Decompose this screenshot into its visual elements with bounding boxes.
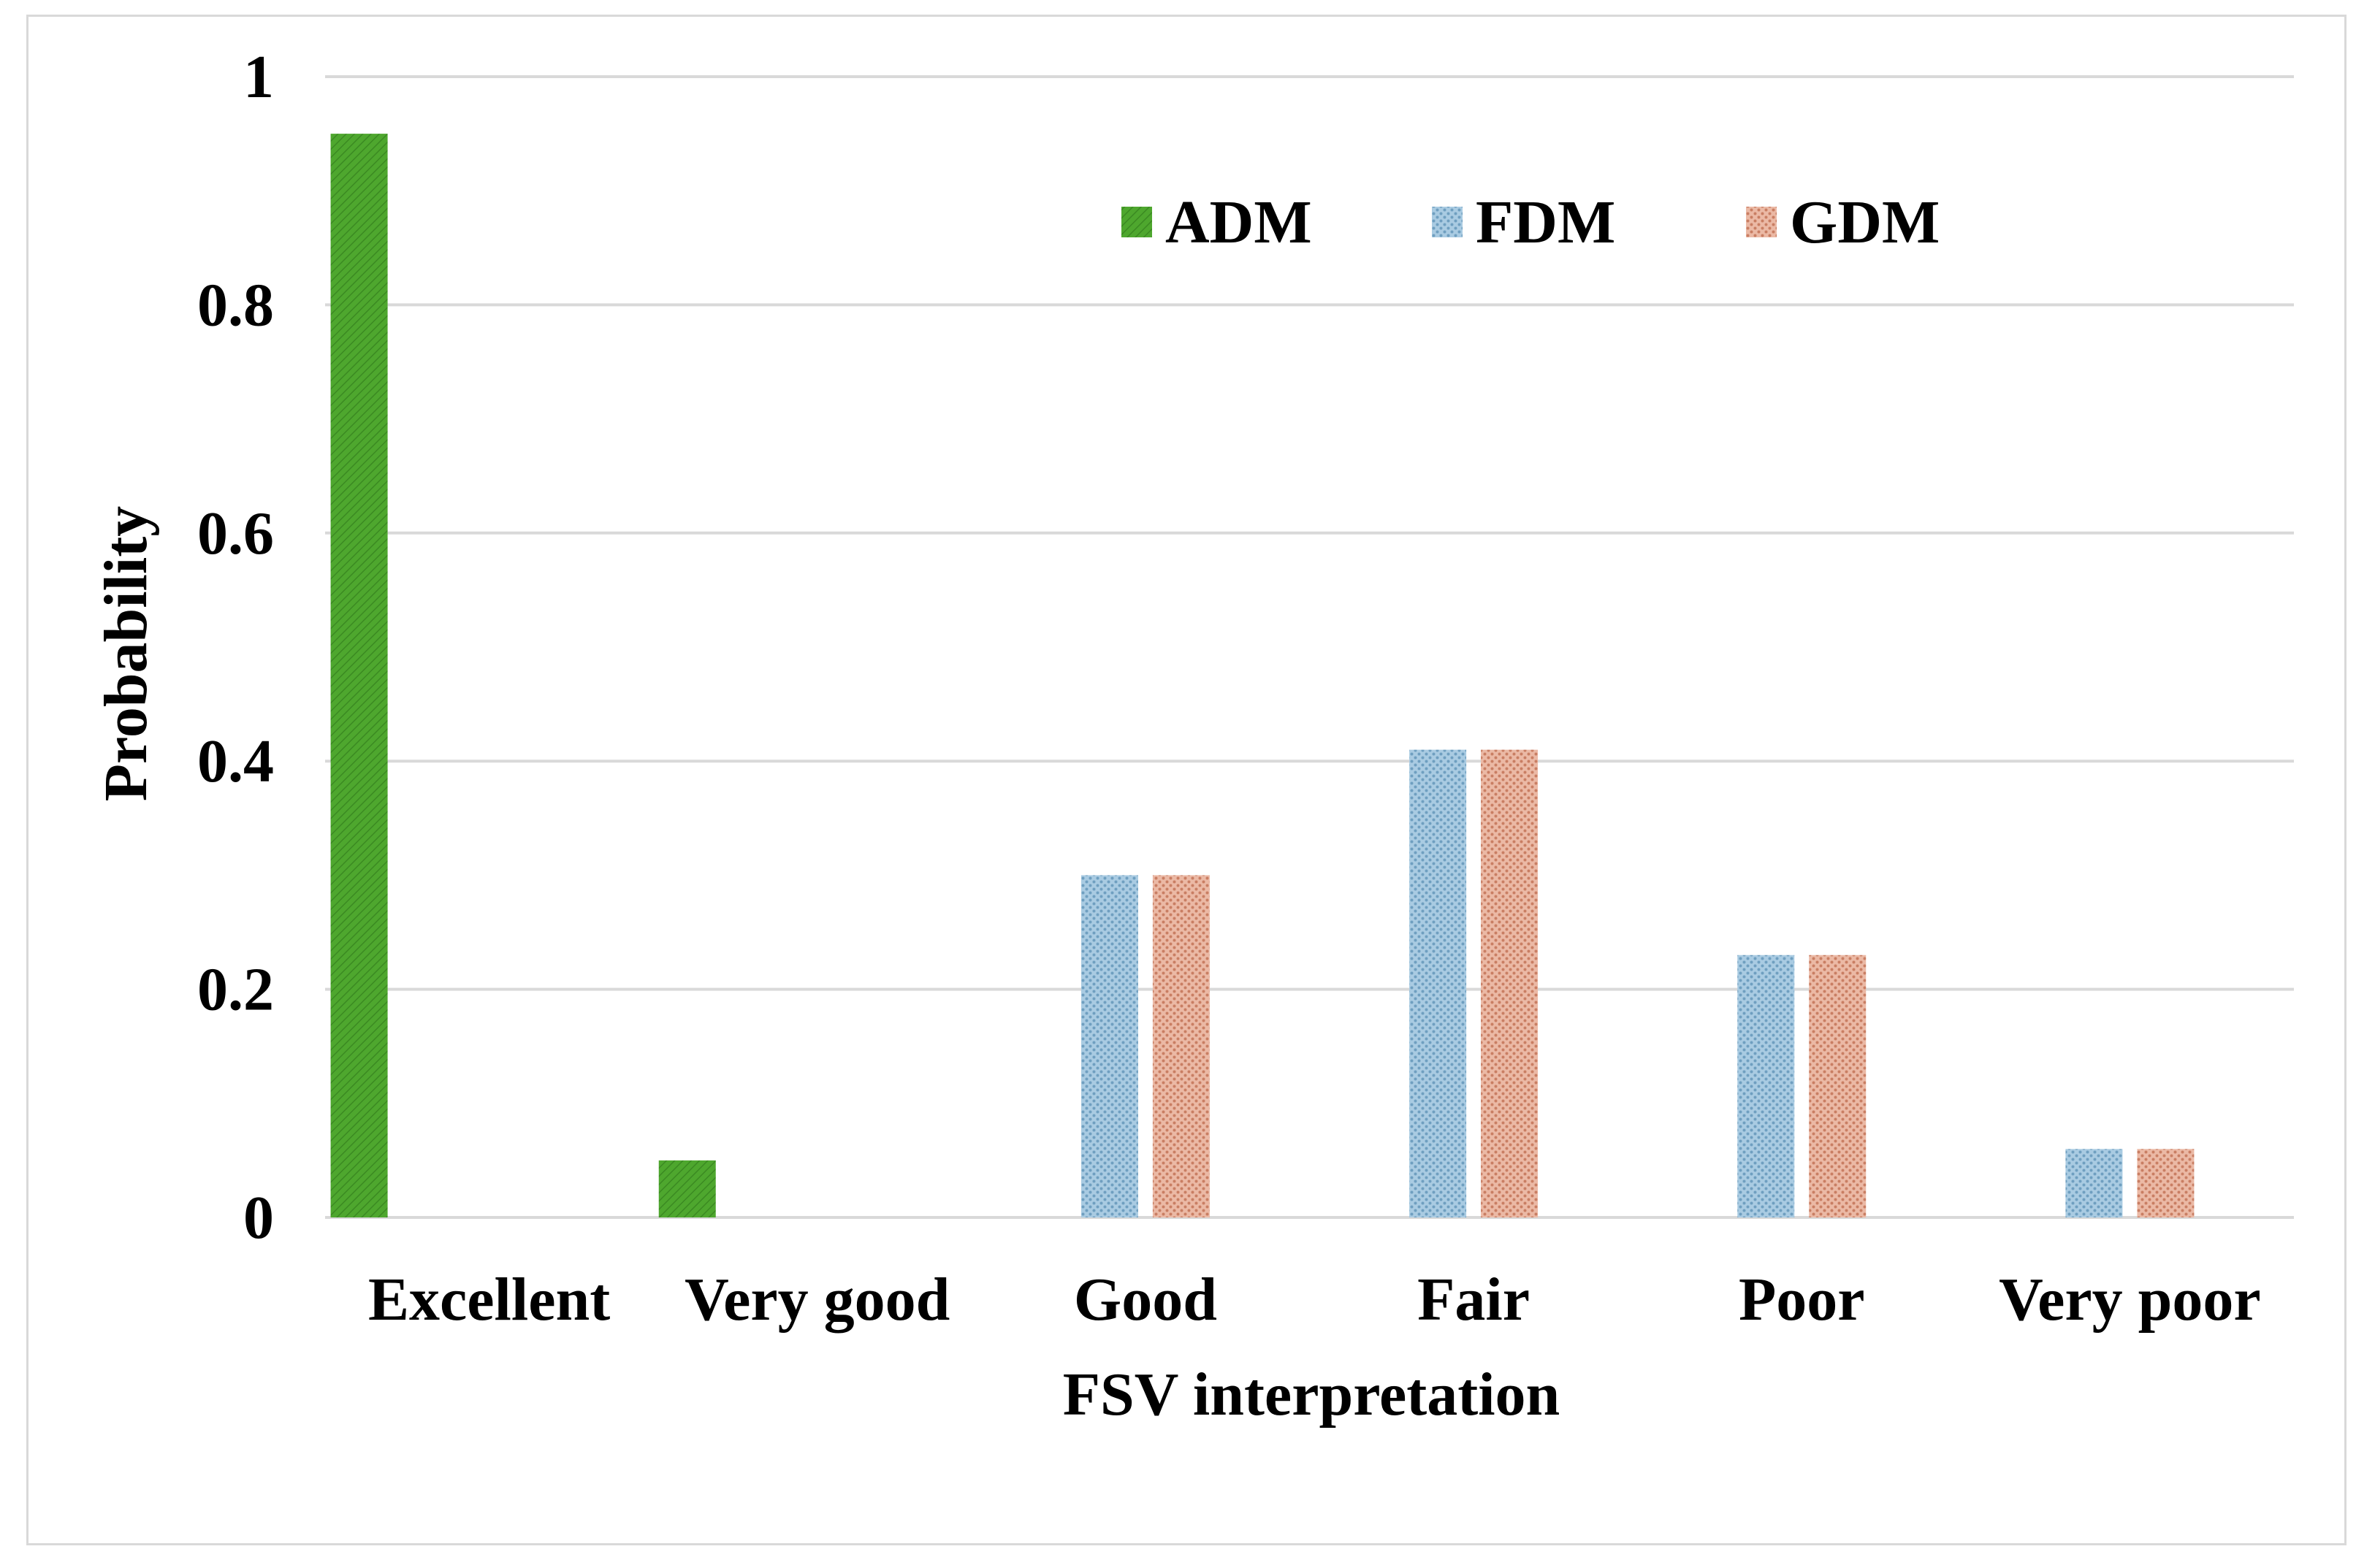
x-category-label: Very good — [685, 1266, 950, 1334]
x-category-label: Excellent — [368, 1266, 610, 1334]
legend-swatch-adm — [1121, 207, 1152, 237]
y-tick-label: 0.8 — [197, 271, 274, 339]
bar-gdm-very-poor — [2137, 1149, 2195, 1217]
x-category-label: Very poor — [1999, 1266, 2261, 1334]
y-tick-label: 0.4 — [197, 727, 274, 795]
bar-gdm-poor — [1809, 955, 1867, 1217]
bar-adm-excellent — [330, 134, 388, 1218]
x-category-label: Good — [1074, 1266, 1217, 1334]
legend: ADM FDM GDM — [1121, 188, 1940, 256]
y-tick-label: 0 — [243, 1184, 274, 1252]
legend-swatch-gdm — [1746, 207, 1777, 237]
legend-label-gdm: GDM — [1790, 188, 1940, 256]
bar-gdm-good — [1152, 875, 1210, 1217]
x-category-label: Poor — [1739, 1266, 1865, 1334]
y-axis-title: Probability — [92, 506, 160, 802]
bar-fdm-very-poor — [2065, 1149, 2123, 1217]
bar-fdm-fair — [1409, 749, 1467, 1217]
bar-gdm-fair — [1481, 749, 1539, 1217]
bar-fdm-good — [1080, 875, 1138, 1217]
bar-fdm-poor — [1737, 955, 1795, 1217]
legend-label-fdm: FDM — [1476, 188, 1615, 256]
bar-adm-very-good — [658, 1160, 716, 1217]
x-category-label: Fair — [1417, 1266, 1530, 1334]
y-tick-label: 0.6 — [197, 500, 274, 567]
y-tick-label: 1 — [243, 43, 274, 111]
legend-swatch-fdm — [1432, 207, 1463, 237]
y-tick-label: 0.2 — [197, 956, 274, 1024]
x-axis-title: FSV interpretation — [1063, 1361, 1560, 1429]
chart-frame — [26, 15, 2347, 1545]
legend-label-adm: ADM — [1165, 188, 1312, 256]
